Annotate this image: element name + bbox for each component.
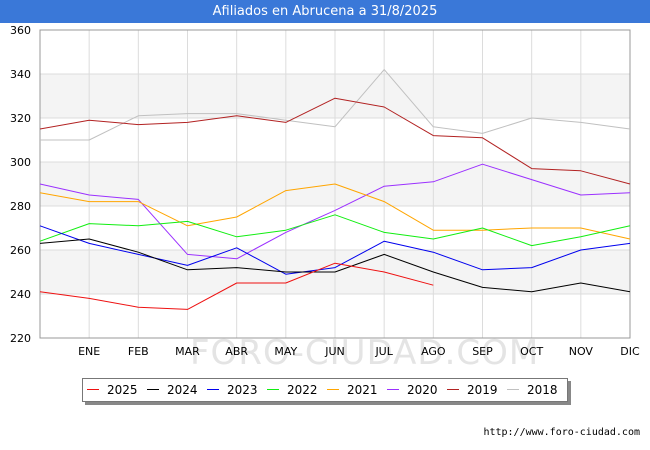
x-tick-label: ABR [225,345,248,358]
legend-item-2024: 2024 [147,379,198,401]
legend-label: 2025 [107,383,138,397]
y-tick-label: 220 [10,332,31,345]
legend-swatch [447,389,459,390]
legend-swatch [327,389,339,390]
series-line-2020 [39,163,631,260]
legend-swatch [147,389,159,390]
legend-swatch [387,389,399,390]
x-tick-label: JUN [324,345,345,358]
series-line-2025 [39,262,434,310]
series-line-2018 [40,69,631,141]
source-url: http://www.foro-ciudad.com [483,427,640,438]
legend-label: 2024 [167,383,198,397]
x-tick-label: NOV [569,345,594,358]
legend-label: 2019 [467,383,498,397]
x-tick-label: JUL [374,345,393,358]
y-tick-label: 340 [10,68,31,81]
legend-swatch [207,389,219,390]
x-tick-label: FEB [128,345,149,358]
legend-item-2023: 2023 [207,379,258,401]
legend-label: 2018 [527,383,558,397]
x-tick-label: DIC [620,345,640,358]
y-tick-label: 260 [10,244,31,257]
series-line-2021 [39,183,631,240]
chart-title: Afiliados en Abrucena a 31/8/2025 [212,4,438,19]
series-line-2019 [39,97,631,185]
y-tick-label: 240 [10,288,31,301]
x-tick-label: OCT [520,345,543,358]
title-bar [0,0,650,23]
watermark: FORO-CIUDAD.COM [190,333,540,373]
legend-label: 2021 [347,383,378,397]
legend-swatch [267,389,279,390]
series-line-2022 [39,214,631,247]
series-line-2024 [39,238,631,293]
x-tick-label: MAR [175,345,200,358]
legend-item-2021: 2021 [327,379,378,401]
legend-label: 2022 [287,383,318,397]
legend-label: 2020 [407,383,438,397]
legend-swatch [507,389,519,390]
x-tick-label: SEP [472,345,493,358]
legend-item-2019: 2019 [447,379,498,401]
legend-label: 2023 [227,383,258,397]
x-tick-label: AGO [421,345,446,358]
y-tick-label: 280 [10,200,31,213]
y-tick-label: 320 [10,112,31,125]
legend-item-2022: 2022 [267,379,318,401]
legend-item-2020: 2020 [387,379,438,401]
chart-legend: 2025 2024 2023 2022 2021 2020 2019 2018 [82,378,568,402]
legend-swatch [87,389,99,390]
x-tick-label: ENE [78,345,100,358]
legend-item-2025: 2025 [87,379,138,401]
y-tick-label: 300 [10,156,31,169]
y-tick-label: 360 [10,24,31,37]
x-tick-label: MAY [274,345,297,358]
legend-item-2018: 2018 [507,379,558,401]
series-line-2023 [39,225,631,275]
